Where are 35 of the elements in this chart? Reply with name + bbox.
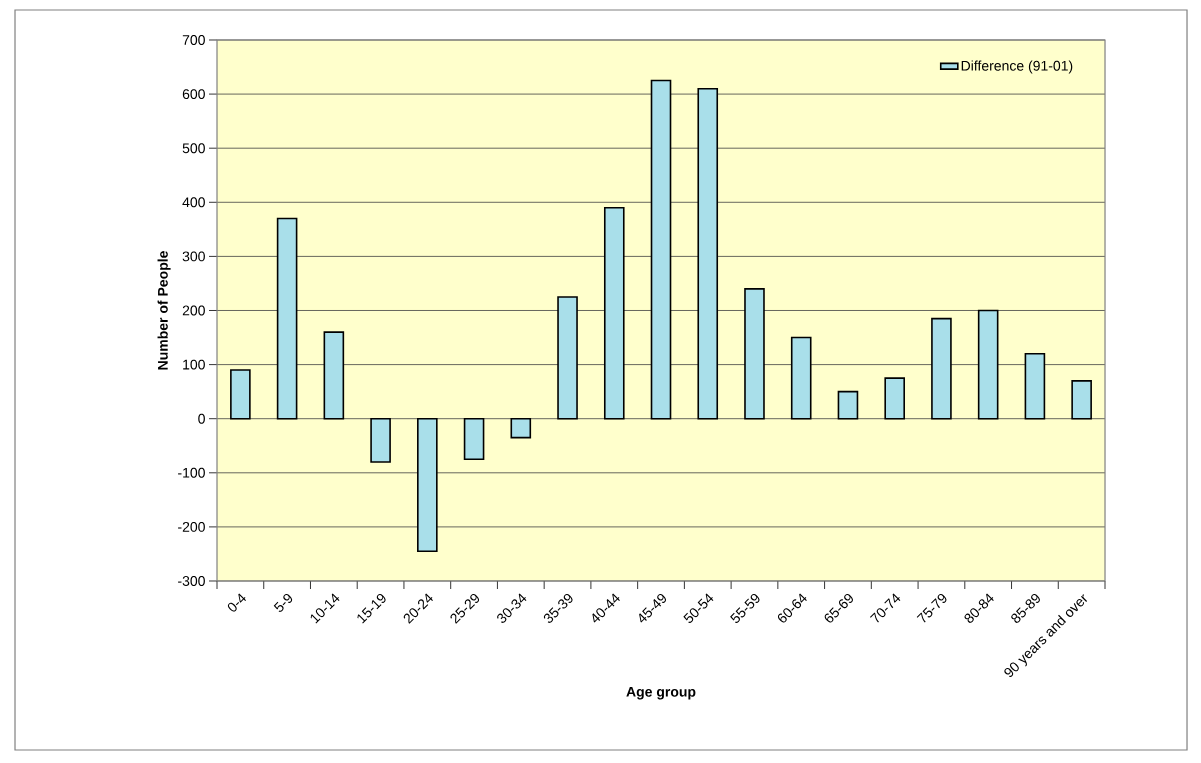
- y-tick-label: 600: [182, 89, 205, 100]
- bar: [977, 309, 999, 420]
- y-tick-label: -300: [178, 576, 205, 586]
- legend-label: Difference (91-01): [961, 60, 1073, 74]
- bar: [230, 369, 251, 420]
- y-tick-label: 0: [198, 413, 205, 424]
- bar: [650, 79, 672, 420]
- bar: [884, 377, 905, 420]
- y-tick-label: 700: [182, 35, 205, 45]
- bar: [417, 417, 438, 553]
- bar: [323, 331, 345, 420]
- y-tick-label: 100: [183, 359, 205, 370]
- bar: [557, 296, 578, 420]
- bar: [837, 390, 859, 420]
- y-tick-label: 300: [182, 251, 205, 262]
- x-tick-label: 5-9: [273, 593, 293, 612]
- bar: [931, 317, 952, 420]
- bar: [744, 288, 765, 420]
- bar: [510, 417, 532, 439]
- y-tick-label: 200: [182, 305, 205, 316]
- bar: [276, 217, 298, 420]
- y-tick-label: -100: [178, 467, 205, 478]
- y-tick-label: 500: [182, 143, 205, 154]
- y-axis-title: Number of People: [157, 251, 171, 370]
- bar: [603, 206, 625, 420]
- x-tick-label: 0-4: [227, 593, 247, 612]
- bar: [1071, 380, 1092, 420]
- bar: [463, 417, 485, 461]
- bar: [370, 417, 391, 463]
- bar: [790, 336, 812, 420]
- y-tick-label: -200: [178, 521, 205, 532]
- x-axis-title: Age group: [626, 686, 696, 700]
- bar: [697, 87, 719, 420]
- bar: [1024, 352, 1046, 420]
- y-tick-label: 400: [182, 197, 205, 208]
